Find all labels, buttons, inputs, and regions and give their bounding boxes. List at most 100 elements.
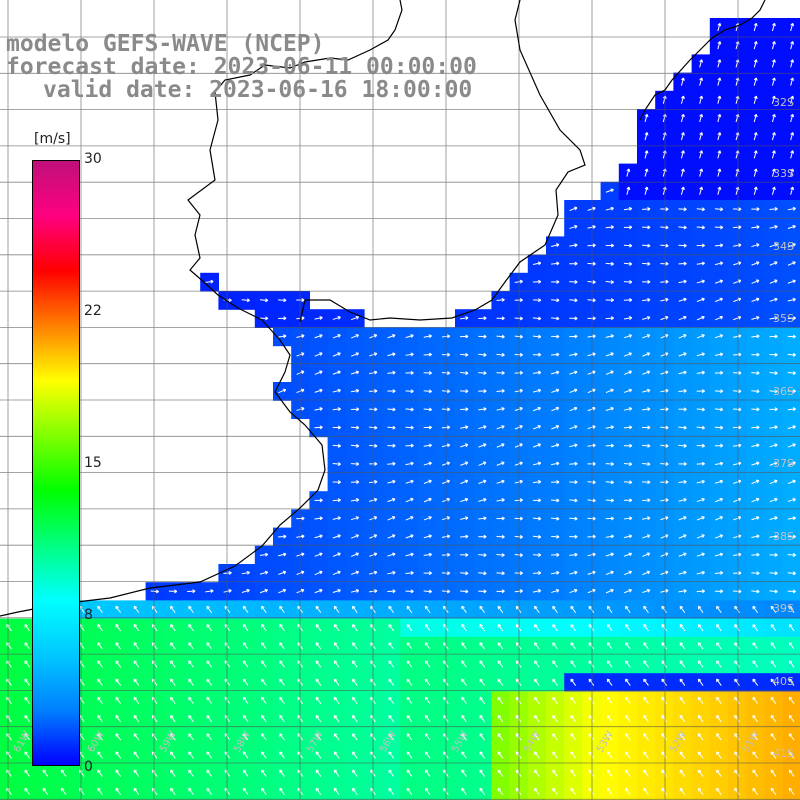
wind-arrow — [696, 425, 705, 430]
wind-arrow — [587, 225, 596, 229]
wind-arrow — [242, 696, 249, 705]
wind-arrow — [714, 243, 724, 248]
wind-arrow — [678, 552, 687, 557]
wind-arrow — [497, 678, 504, 686]
wind-arrow — [623, 425, 633, 430]
wind-arrow — [733, 552, 742, 557]
colorbar-tick-8: 8 — [84, 607, 93, 623]
wind-arrow — [461, 696, 467, 705]
wind-arrow — [697, 642, 704, 650]
wind-arrow — [496, 316, 505, 321]
wind-arrow — [552, 660, 558, 668]
wind-arrow — [587, 461, 596, 466]
wind-arrow — [787, 534, 796, 539]
wind-arrow — [642, 534, 651, 539]
lat-label-32s: 32S — [773, 96, 794, 109]
wind-arrow — [605, 188, 614, 193]
wind-arrow — [460, 589, 469, 594]
wind-arrow — [423, 389, 432, 394]
wind-arrow — [406, 733, 413, 741]
wind-arrow — [587, 443, 596, 448]
wind-arrow — [352, 733, 358, 741]
wind-arrow — [205, 279, 214, 284]
wind-arrow — [115, 696, 122, 705]
wind-arrow — [314, 425, 323, 430]
wind-arrow — [188, 605, 194, 614]
wind-arrow — [461, 624, 467, 632]
wind-arrow — [678, 279, 687, 284]
wind-arrow — [314, 407, 323, 411]
wind-arrow — [278, 552, 287, 557]
wind-arrow — [534, 715, 540, 723]
wind-cell — [782, 600, 800, 620]
wind-arrow — [279, 715, 285, 723]
wind-arrow — [497, 751, 504, 759]
wind-arrow — [606, 605, 613, 614]
wind-arrow — [551, 480, 560, 484]
wind-arrow — [753, 77, 758, 86]
wind-arrow — [315, 769, 322, 777]
wind-arrow — [788, 787, 795, 796]
wind-arrow — [333, 751, 340, 759]
wind-arrow — [315, 605, 322, 614]
wind-arrow — [569, 588, 578, 594]
wind-arrow — [332, 516, 341, 521]
wind-arrow — [115, 733, 122, 741]
wind-arrow — [606, 642, 613, 650]
wind-arrow — [241, 298, 250, 303]
wind-arrow — [405, 425, 414, 430]
wind-arrow — [661, 769, 668, 777]
wind-arrow — [406, 715, 413, 723]
wind-arrow — [623, 225, 633, 230]
wind-arrow — [587, 516, 596, 521]
wind-arrow — [552, 715, 558, 723]
wind-arrow — [680, 186, 685, 195]
wind-arrow — [587, 370, 596, 375]
wind-arrow — [714, 207, 724, 212]
wind-arrow — [678, 443, 687, 448]
wind-arrow — [569, 280, 578, 284]
wind-arrow — [751, 371, 760, 376]
wind-arrow — [714, 425, 724, 430]
wind-arrow — [259, 552, 269, 557]
wind-arrow — [261, 696, 267, 705]
wind-arrow — [769, 516, 778, 521]
wind-arrow — [769, 425, 778, 430]
wind-arrow — [224, 769, 231, 777]
wind-arrow — [587, 388, 596, 394]
wind-arrow — [714, 407, 724, 412]
wind-arrow — [714, 352, 724, 357]
wind-arrow — [587, 261, 596, 266]
wind-arrow — [423, 334, 432, 339]
wind-arrow — [405, 461, 414, 466]
wind-arrow — [587, 588, 596, 594]
wind-arrow — [569, 570, 578, 575]
colorbar-tick-0: 0 — [84, 759, 93, 775]
wind-arrow — [534, 660, 540, 668]
wind-arrow — [699, 186, 704, 195]
lat-label-38s: 38S — [773, 530, 794, 543]
wind-arrow — [642, 462, 651, 467]
wind-arrow — [551, 461, 560, 466]
wind-arrow — [769, 571, 778, 576]
wind-arrow — [405, 389, 414, 394]
wind-arrow — [769, 371, 778, 376]
wind-arrow — [315, 642, 322, 650]
wind-arrow — [188, 696, 194, 705]
wind-arrow — [696, 552, 705, 557]
wind-arrow — [588, 624, 595, 632]
wind-arrow — [678, 589, 687, 593]
wind-arrow — [678, 388, 687, 393]
wind-arrow — [352, 624, 358, 632]
wind-arrow — [352, 715, 358, 723]
wind-arrow — [587, 425, 596, 430]
wind-arrow — [626, 186, 631, 195]
wind-arrow — [699, 132, 704, 141]
wind-arrow — [642, 279, 651, 284]
wind-arrow — [771, 77, 776, 86]
wind-arrow — [623, 534, 633, 539]
wind-arrow — [532, 443, 542, 448]
wind-arrow — [625, 733, 631, 741]
wind-arrow — [532, 388, 542, 393]
wind-arrow — [350, 425, 360, 430]
